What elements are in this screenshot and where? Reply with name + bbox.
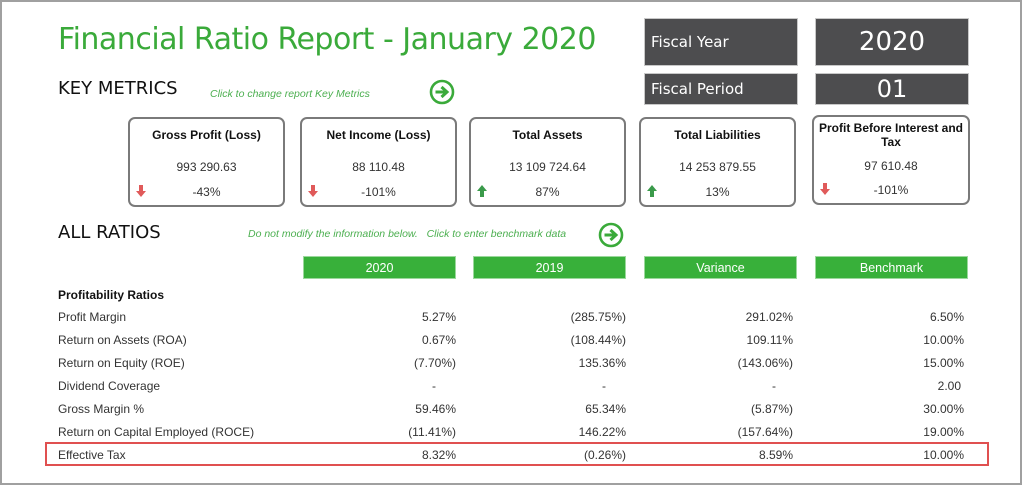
metric-card-gross-profit: Gross Profit (Loss) 993 290.63 -43%: [128, 117, 285, 207]
page-title: Financial Ratio Report - January 2020: [58, 22, 596, 57]
metric-card-change: -101%: [873, 183, 909, 197]
metric-card-value: 13 109 724.64: [509, 160, 586, 174]
cell-benchmark: 10.00%: [923, 448, 964, 462]
trend-up-icon: [477, 185, 487, 197]
cell-2020: (11.41%): [408, 425, 456, 439]
cell-2019: 146.22%: [578, 425, 626, 439]
metric-card-change: 13%: [705, 185, 730, 199]
row-label: Return on Equity (ROE): [58, 356, 185, 370]
column-header-2020: 2020: [303, 256, 456, 279]
cell-benchmark: 19.00%: [923, 425, 964, 439]
group-heading: Profitability Ratios: [58, 288, 165, 302]
row-label: Return on Assets (ROA): [58, 333, 187, 347]
metric-card-value: 993 290.63: [176, 160, 237, 174]
cell-variance: -: [772, 379, 776, 393]
table-row: Return on Equity (ROE) (7.70%) 135.36% (…: [0, 352, 1024, 375]
fiscal-period-label: Fiscal Period: [644, 73, 798, 105]
cell-2019: (0.26%): [583, 448, 626, 462]
metric-card-total-assets: Total Assets 13 109 724.64 87%: [469, 117, 626, 207]
column-header-variance: Variance: [644, 256, 797, 279]
all-ratios-hint[interactable]: Do not modify the information below. Cli…: [248, 228, 567, 240]
row-label: Return on Capital Employed (ROCE): [58, 425, 255, 439]
cell-2019: 65.34%: [585, 402, 626, 416]
cell-benchmark: 2.00: [937, 379, 961, 393]
highlight-box: [45, 442, 989, 466]
cell-benchmark: 6.50%: [929, 310, 964, 324]
metric-card-pbit: Profit Before Interest and Tax 97 610.48…: [812, 115, 970, 205]
cell-2020: 59.46%: [415, 402, 456, 416]
row-label: Profit Margin: [58, 310, 127, 324]
metric-card-total-liabilities: Total Liabilities 14 253 879.55 13%: [639, 117, 796, 207]
cell-2019: 135.36%: [578, 356, 626, 370]
table-row-highlighted: Effective Tax 8.32% (0.26%) 8.59% 10.00%: [0, 444, 1024, 467]
table-row: Return on Assets (ROA) 0.67% (108.44%) 1…: [0, 329, 1024, 352]
metric-card-change: -43%: [192, 185, 221, 199]
cell-2020: -: [432, 379, 436, 393]
fiscal-year-value[interactable]: 2020: [815, 18, 969, 66]
column-header-benchmark: Benchmark: [815, 256, 968, 279]
table-row: Gross Margin % 59.46% 65.34% (5.87%) 30.…: [0, 398, 1024, 421]
cell-benchmark: 15.00%: [923, 356, 964, 370]
cell-benchmark: 30.00%: [923, 402, 964, 416]
metric-card-value: 14 253 879.55: [679, 160, 756, 174]
cell-benchmark: 10.00%: [923, 333, 964, 347]
fiscal-period-value[interactable]: 01: [815, 73, 969, 105]
cell-2020: (7.70%): [413, 356, 456, 370]
all-ratios-heading: ALL RATIOS: [58, 222, 161, 243]
row-label: Dividend Coverage: [58, 379, 161, 393]
cell-2020: 8.32%: [421, 448, 456, 462]
table-row: Profit Margin 5.27% (285.75%) 291.02% 6.…: [0, 306, 1024, 329]
key-metrics-heading: KEY METRICS: [58, 78, 178, 99]
column-header-2019: 2019: [473, 256, 626, 279]
row-label: Effective Tax: [58, 448, 126, 462]
trend-down-icon: [136, 185, 146, 197]
fiscal-year-label: Fiscal Year: [644, 18, 798, 66]
cell-2020: 0.67%: [421, 333, 456, 347]
metric-card-net-income: Net Income (Loss) 88 110.48 -101%: [300, 117, 457, 207]
metric-card-change: -101%: [361, 185, 396, 199]
metric-card-title: Net Income (Loss): [326, 128, 431, 142]
metric-card-title: Profit Before Interest and Tax: [818, 121, 964, 149]
metric-card-title: Total Assets: [512, 128, 583, 142]
arrow-right-circle-icon[interactable]: [429, 79, 455, 105]
cell-variance: (143.06%): [737, 356, 793, 370]
trend-up-icon: [647, 185, 657, 197]
trend-down-icon: [308, 185, 318, 197]
metric-card-value: 97 610.48: [864, 159, 918, 173]
cell-variance: 109.11%: [746, 333, 793, 347]
metric-card-value: 88 110.48: [352, 160, 405, 174]
metric-card-title: Total Liabilities: [674, 128, 761, 142]
cell-2019: (285.75%): [570, 310, 626, 324]
metric-card-change: 87%: [535, 185, 560, 199]
metric-card-title: Gross Profit (Loss): [152, 128, 261, 142]
cell-variance: 291.02%: [745, 310, 793, 324]
cell-2019: -: [602, 379, 606, 393]
cell-2019: (108.44%): [570, 333, 626, 347]
table-row: Dividend Coverage - - - 2.00: [0, 375, 1024, 398]
cell-variance: 8.59%: [758, 448, 793, 462]
row-label: Gross Margin %: [58, 402, 145, 416]
arrow-right-circle-icon[interactable]: [598, 222, 624, 248]
cell-variance: (157.64%): [737, 425, 793, 439]
table-row: Return on Capital Employed (ROCE) (11.41…: [0, 421, 1024, 444]
key-metrics-hint[interactable]: Click to change report Key Metrics: [210, 88, 370, 100]
trend-down-icon: [820, 183, 830, 195]
cell-variance: (5.87%): [750, 402, 793, 416]
cell-2020: 5.27%: [421, 310, 456, 324]
